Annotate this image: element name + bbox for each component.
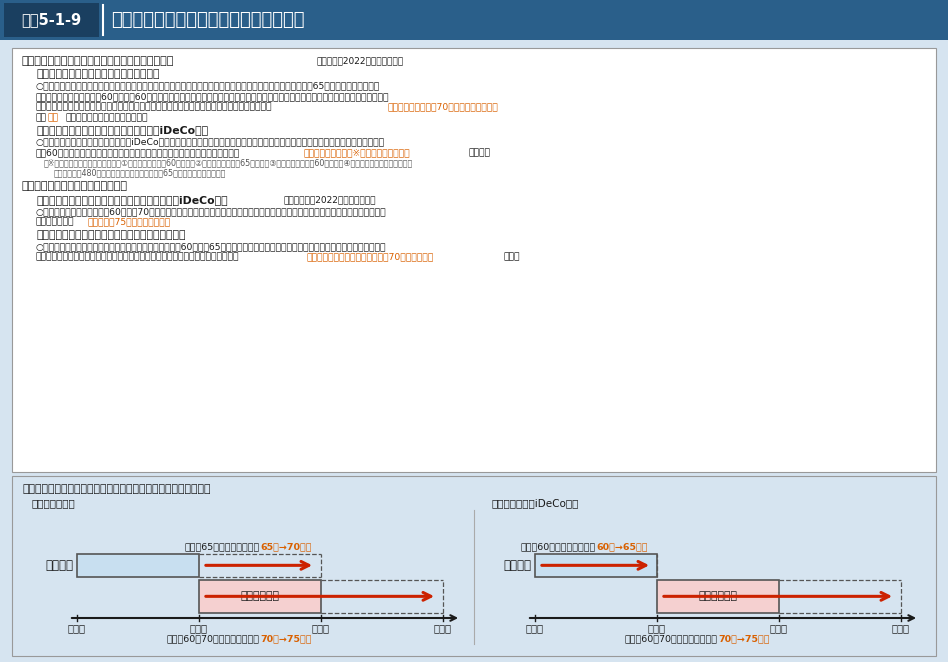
Text: （１）確定拠出年金（企業型ＤＣ・個人型ＤＣ（iDeCo））: （１）確定拠出年金（企業型ＤＣ・個人型ＤＣ（iDeCo））	[36, 195, 228, 205]
Text: 現行は65歳未満が拠出可（: 現行は65歳未満が拠出可（	[185, 542, 260, 551]
Bar	[657, 580, 779, 613]
Text: する。: する。	[504, 252, 520, 261]
Text: 65歳→70歳）: 65歳→70歳）	[260, 542, 312, 551]
Text: 上限年齢を75歳に引き上げる。: 上限年齢を75歳に引き上げる。	[88, 218, 172, 226]
Text: に併せて、: に併せて、	[36, 218, 75, 226]
Text: 受給開始時期: 受給開始時期	[241, 591, 280, 601]
Text: （２）確定給付企業年金（ＤＢ）　（公布日施行）: （２）確定給付企業年金（ＤＢ） （公布日施行）	[36, 230, 186, 240]
Text: 【ＤＣの加入可能年齢の引上げと受給開始時期の選択肢の拡大】: 【ＤＣの加入可能年齢の引上げと受給開始時期の選択肢の拡大】	[22, 484, 210, 494]
Text: 図表5-1-9: 図表5-1-9	[22, 13, 82, 28]
Text: ７０歳: ７０歳	[770, 623, 788, 633]
Text: 柔軟な制度運営を可能とするとともに、確定給付企業年金（ＤＢ）との整合性を図るため、: 柔軟な制度運営を可能とするとともに、確定給付企業年金（ＤＢ）との整合性を図るため…	[36, 103, 272, 111]
Bar	[535, 554, 657, 577]
Bar	[77, 554, 199, 577]
Text: ＜企業型ＤＣ＞: ＜企業型ＤＣ＞	[32, 498, 76, 508]
Text: とすることができるようにする。: とすることができるようにする。	[66, 113, 149, 122]
Text: 確定拠出年金の加入可能要件の見直し等: 確定拠出年金の加入可能要件の見直し等	[111, 11, 304, 29]
Text: 現行は60〜70歳の間で受給可（: 現行は60〜70歳の間で受給可（	[167, 634, 260, 643]
Bar	[0, 0, 948, 40]
Text: 70歳→75歳）: 70歳→75歳）	[718, 634, 770, 643]
Text: 厚生年金被保険者（70歳未満）であれば加: 厚生年金被保険者（70歳未満）であれば加	[388, 103, 499, 111]
Bar	[4, 3, 99, 37]
Text: ○　ＤＢについては、一般的な定年年齢を踏まえ、現行は60歳から65歳の間で労使合意に基づく規約において支給開始時期を設定できる: ○ ＤＢについては、一般的な定年年齢を踏まえ、現行は60歳から65歳の間で労使合…	[36, 242, 387, 251]
Bar	[199, 580, 321, 613]
Text: １．確定拠出年金（ＤＣ）の加入可能年齢の引上げ: １．確定拠出年金（ＤＣ）の加入可能年齢の引上げ	[22, 56, 174, 66]
Text: 現行は60歳未満が拠出可（: 現行は60歳未満が拠出可（	[520, 542, 596, 551]
Text: とする。: とする。	[469, 148, 491, 157]
Text: が、企業の高齢者雇用の状況に応じたより柔軟な制度運営を可能とするため、: が、企業の高齢者雇用の状況に応じたより柔軟な制度運営を可能とするため、	[36, 252, 240, 261]
Text: 60歳未満という要件があるが、高齢期の就労が拡大していることを踏まえ、: 60歳未満という要件があるが、高齢期の就労が拡大していることを踏まえ、	[36, 148, 240, 157]
Text: （令和４（2022）年５月施行）: （令和４（2022）年５月施行）	[317, 56, 404, 65]
Text: 70歳→75歳）: 70歳→75歳）	[260, 634, 312, 643]
Text: （※）国民年金被保険者の資格は、①第１号被保険者：60歳未満、②第２号被保険者：65歳未満、③第３号被保険者：60歳未満、④任意加入被保険者：保険料納: （※）国民年金被保険者の資格は、①第１号被保険者：60歳未満、②第２号被保険者：…	[44, 158, 413, 167]
Text: 入者: 入者	[48, 113, 59, 122]
Text: ７５歳: ７５歳	[892, 623, 910, 633]
Text: とすることができる（60歳以降は60歳前と同一事業所で継続して使用される者に限られる）が、企業の高齢者雇用の状況に応じたより: とすることができる（60歳以降は60歳前と同一事業所で継続して使用される者に限ら…	[36, 92, 390, 101]
Text: ７５歳: ７５歳	[434, 623, 452, 633]
Text: （２）個人型確定拠出年金（個人型ＤＣ（iDeCo））: （２）個人型確定拠出年金（個人型ＤＣ（iDeCo））	[36, 126, 209, 136]
Text: ６０歳: ６０歳	[526, 623, 544, 633]
Text: ○　企業が従業員のために実施する退職給付制度である企業型ＤＣについては、現行は厚生年金被保険者のうち65歳未満のものを加入者: ○ 企業が従業員のために実施する退職給付制度である企業型ＤＣについては、現行は厚…	[36, 81, 380, 91]
Text: ＜個人型ＤＣ（iDeCo）＞: ＜個人型ＤＣ（iDeCo）＞	[492, 498, 579, 508]
Text: ２．受給開始時期等の選択肢の拡大: ２．受給開始時期等の選択肢の拡大	[22, 181, 128, 191]
Text: 60歳→65歳）: 60歳→65歳）	[596, 542, 647, 551]
Text: 受給開始時期: 受給開始時期	[699, 591, 738, 601]
Text: ○　老後のための資産形成を支援するiDeCoについては、現行は国民年金被保険者（第１・２・３号）の資格を有していることに加えて: ○ 老後のための資産形成を支援するiDeCoについては、現行は国民年金被保険者（…	[36, 138, 385, 146]
Text: 加入可能: 加入可能	[503, 559, 531, 572]
Text: 現行は60〜70歳の間で受給可（: 現行は60〜70歳の間で受給可（	[625, 634, 718, 643]
FancyBboxPatch shape	[12, 476, 936, 656]
Text: 支給開始時期の設定可能な範囲を70歳までに拡大: 支給開始時期の設定可能な範囲を70歳までに拡大	[307, 252, 434, 261]
Text: ６０歳: ６０歳	[68, 623, 86, 633]
Text: 加入可能: 加入可能	[45, 559, 73, 572]
Text: 付済期間等が480月未満の者は任意加入が可能（65歳未満）となっている。: 付済期間等が480月未満の者は任意加入が可能（65歳未満）となっている。	[54, 168, 227, 177]
FancyBboxPatch shape	[12, 48, 936, 472]
Text: （１）企業型確定拠出年金（企業型ＤＣ）: （１）企業型確定拠出年金（企業型ＤＣ）	[36, 70, 159, 79]
Text: （令和４（2022）年４月施行）: （令和４（2022）年４月施行）	[284, 195, 376, 204]
Text: ６５歳: ６５歳	[190, 623, 208, 633]
Text: ○　ＤＣについては、現行は60歳から70歳の間で各個人において受給開始時期を選択できるが、公的年金の受給開始時期の選択肢の拡大: ○ ＤＣについては、現行は60歳から70歳の間で各個人において受給開始時期を選択…	[36, 207, 387, 216]
Text: 国民年金被保険者（※）であれば加入可能: 国民年金被保険者（※）であれば加入可能	[304, 148, 410, 157]
Text: ６５歳: ６５歳	[648, 623, 666, 633]
Text: ７０歳: ７０歳	[312, 623, 330, 633]
